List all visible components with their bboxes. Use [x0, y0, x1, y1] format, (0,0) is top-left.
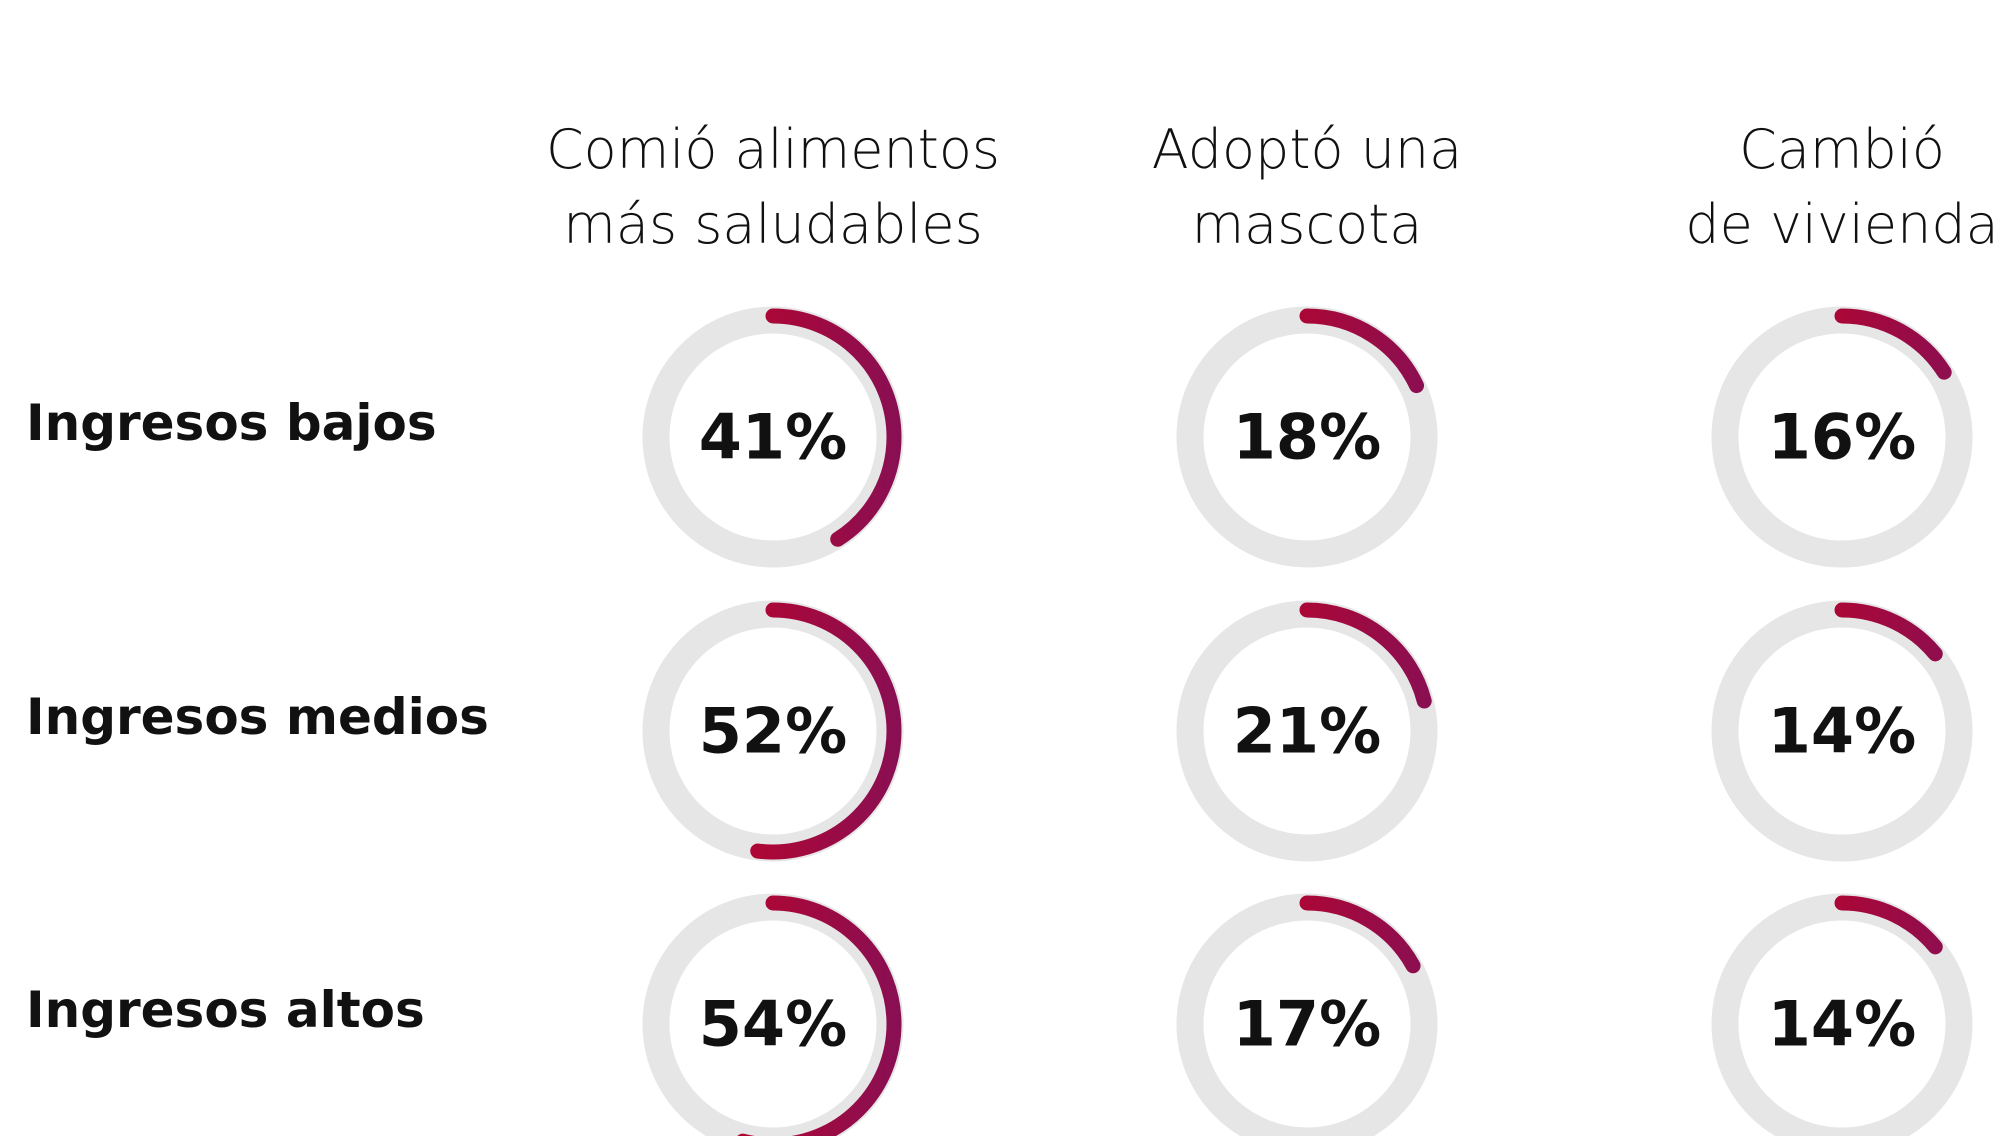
value-label: 41% — [699, 401, 847, 474]
value-label: 18% — [1233, 401, 1381, 474]
donut-arc — [644, 602, 902, 860]
donut-arc — [644, 308, 902, 566]
column-header: Comió alimentos más saludables — [545, 118, 1001, 256]
value-label: 21% — [1233, 695, 1381, 768]
value-label: 52% — [699, 695, 847, 768]
column-header: Cambió de vivienda — [1685, 118, 1996, 256]
donut-arc — [1178, 308, 1436, 566]
donut-arc — [1178, 602, 1436, 860]
donut-arc — [1713, 895, 1971, 1136]
value-label: 54% — [699, 988, 847, 1061]
value-label: 14% — [1768, 695, 1916, 768]
row-label: Ingresos altos — [26, 981, 425, 1039]
row-label: Ingresos medios — [26, 688, 489, 746]
donut-arc — [1178, 895, 1436, 1136]
row-label: Ingresos bajos — [26, 394, 437, 452]
column-header: Adoptó una mascota — [1151, 118, 1463, 256]
value-label: 16% — [1768, 401, 1916, 474]
donut-arc — [1713, 308, 1971, 566]
donut-arc — [1713, 602, 1971, 860]
donut-arc — [644, 895, 902, 1136]
value-label: 14% — [1768, 988, 1916, 1061]
value-label: 17% — [1233, 988, 1381, 1061]
